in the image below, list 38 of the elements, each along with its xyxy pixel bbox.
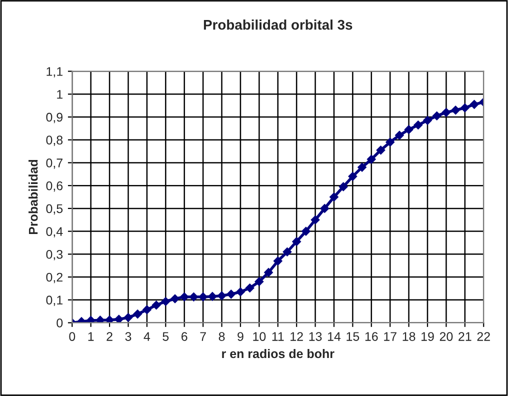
x-tick-label: 9 (238, 332, 244, 341)
y-tick-label: 0,1 (46, 296, 62, 306)
x-tick-label: 20 (440, 332, 453, 341)
x-tick-label: 4 (144, 332, 150, 341)
y-tick-label: 1 (57, 90, 62, 99)
y-tick-label: 1,1 (46, 67, 62, 78)
x-tick-label: 2 (106, 332, 112, 341)
x-tick-label: 21 (458, 332, 472, 341)
y-tick-label: 0,8 (46, 136, 63, 146)
x-tick-label: 8 (218, 332, 225, 341)
x-tick-label: 12 (290, 332, 303, 341)
y-tick-label: 0,7 (46, 158, 62, 169)
y-axis-title: Probabilidad (28, 160, 38, 234)
chart-title: Probabilidad orbital 3s (204, 20, 352, 30)
y-tick-label: 0 (56, 318, 63, 328)
x-tick-label: 18 (402, 332, 416, 341)
x-tick-label: 0 (69, 332, 76, 341)
y-tick-label: 0,9 (46, 112, 63, 124)
y-tick-label: 0,2 (46, 272, 62, 284)
x-tick-label: 19 (422, 332, 434, 341)
x-tick-label: 1 (88, 332, 94, 341)
x-tick-label: 7 (200, 332, 206, 341)
x-tick-label: 14 (328, 332, 341, 341)
y-tick-label: 0,4 (46, 227, 63, 238)
x-tick-label: 15 (346, 332, 360, 341)
x-tick-label: 17 (384, 332, 396, 341)
x-tick-label: 6 (182, 332, 188, 341)
x-tick-label: 11 (272, 332, 284, 341)
x-axis-title: r en radios de bohr (222, 348, 334, 358)
y-tick-label: 0,5 (46, 204, 63, 215)
y-tick-label: 0,6 (46, 181, 63, 192)
x-tick-label: 13 (309, 332, 322, 341)
x-tick-label: 5 (162, 332, 169, 341)
x-tick-label: 22 (477, 332, 490, 341)
x-tick-label: 16 (365, 332, 378, 341)
x-tick-label: 10 (253, 332, 266, 341)
y-tick-label: 0,3 (46, 250, 63, 260)
x-tick-label: 3 (125, 332, 132, 341)
